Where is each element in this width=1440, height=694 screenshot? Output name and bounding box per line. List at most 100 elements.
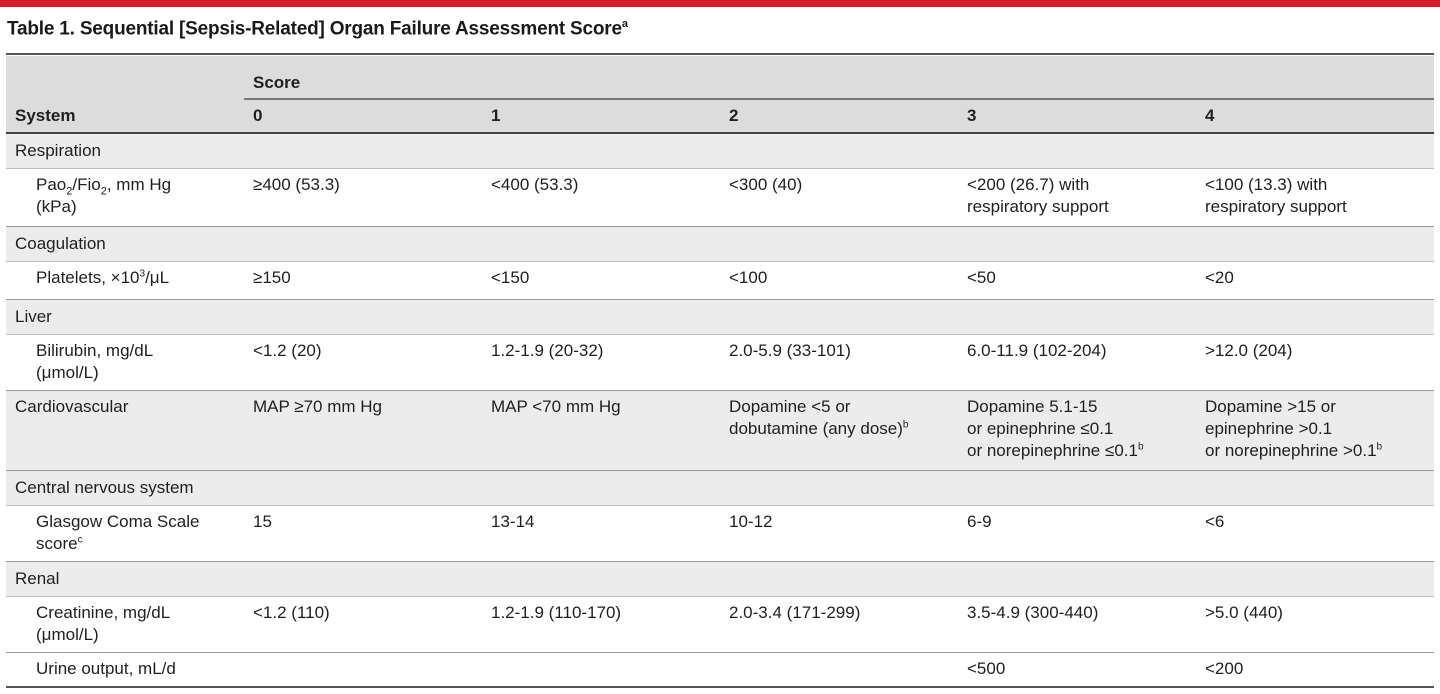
indicator-unit: (μmol/L) (36, 363, 99, 382)
cell-creatinine-score-1: 1.2-1.9 (110-170) (482, 596, 720, 653)
cell-coagulation-score-1: <150 (482, 261, 720, 300)
cell-cardiovascular-score-0: MAP ≥70 mm Hg (244, 390, 482, 471)
system-row-renal: Renal (6, 561, 1434, 597)
cell-coagulation-score-3: <50 (958, 261, 1196, 300)
cell-cardiovascular-score-2: Dopamine <5 or dobutamine (any dose)b (720, 390, 958, 471)
cell-urine-score-0 (244, 652, 482, 688)
indicator-unit: (kPa) (36, 197, 77, 216)
cell-line: respiratory support (967, 197, 1109, 216)
indicator-label-bilirubin: Bilirubin, mg/dL (μmol/L) (6, 334, 244, 391)
system-label-respiration: Respiration (6, 133, 1434, 169)
cell-liver-score-4: >12.0 (204) (1196, 334, 1434, 391)
cell-cns-score-0: 15 (244, 505, 482, 562)
cell-line: or norepinephrine >0.1 (1205, 441, 1377, 460)
table-top-rule (6, 53, 1434, 55)
indicator-row-pao2-fio2: Pao2/Fio2, mm Hg (kPa) ≥400 (53.3) <400 … (6, 168, 1434, 227)
caption-footnote-marker: a (621, 18, 628, 30)
cell-creatinine-score-4: >5.0 (440) (1196, 596, 1434, 653)
indicator-text: Pao (36, 175, 67, 194)
indicator-text: Platelets, ×10 (36, 268, 140, 287)
subscript: 2 (66, 185, 73, 198)
cell-coagulation-score-4: <20 (1196, 261, 1434, 300)
header-blank-cell (6, 56, 244, 99)
cell-line: epinephrine >0.1 (1205, 419, 1333, 438)
cell-cns-score-2: 10-12 (720, 505, 958, 562)
footnote-marker: b (902, 419, 909, 431)
system-label-coagulation: Coagulation (6, 226, 1434, 262)
cell-line: or epinephrine ≤0.1 (967, 419, 1114, 438)
system-label-cns: Central nervous system (6, 470, 1434, 506)
score-group-header: Score (244, 56, 1434, 100)
superscript: 3 (139, 268, 146, 280)
indicator-row-urine-output: Urine output, mL/d <500 <200 (6, 652, 1434, 688)
indicator-text: Bilirubin, mg/dL (36, 341, 154, 360)
cell-line: dobutamine (any dose) (729, 419, 903, 438)
cell-urine-score-1 (482, 652, 720, 688)
indicator-label-gcs: Glasgow Coma Scale scorec (6, 505, 244, 562)
cell-cns-score-3: 6-9 (958, 505, 1196, 562)
sofa-score-table: Score System 0 1 2 3 4 Respiration Pao2/… (6, 56, 1434, 688)
cell-liver-score-2: 2.0-5.9 (33-101) (720, 334, 958, 391)
indicator-label-platelets: Platelets, ×103/μL (6, 261, 244, 300)
indicator-text: , mm Hg (106, 175, 172, 194)
score-column-header-0: 0 (244, 99, 482, 134)
cell-coagulation-score-0: ≥150 (244, 261, 482, 300)
cell-respiration-score-0: ≥400 (53.3) (244, 168, 482, 227)
cell-line: <100 (13.3) with (1205, 175, 1328, 194)
cell-urine-score-3: <500 (958, 652, 1196, 688)
cell-liver-score-0: <1.2 (20) (244, 334, 482, 391)
cell-urine-score-2 (720, 652, 958, 688)
score-column-header-3: 3 (958, 99, 1196, 134)
cell-cardiovascular-score-3: Dopamine 5.1-15 or epinephrine ≤0.1 or n… (958, 390, 1196, 471)
header-row-columns: System 0 1 2 3 4 (6, 99, 1434, 134)
cell-line: <200 (26.7) with (967, 175, 1090, 194)
indicator-label-pao2-fio2: Pao2/Fio2, mm Hg (kPa) (6, 168, 244, 227)
cell-cardiovascular-score-1: MAP <70 mm Hg (482, 390, 720, 471)
table-caption-text: Table 1. Sequential [Sepsis-Related] Org… (7, 18, 622, 40)
system-row-coagulation: Coagulation (6, 226, 1434, 262)
system-label-cardiovascular: Cardiovascular (6, 390, 244, 471)
indicator-text: score (36, 534, 78, 553)
footnote-marker: c (77, 534, 83, 546)
score-column-header-1: 1 (482, 99, 720, 134)
cell-liver-score-3: 6.0-11.9 (102-204) (958, 334, 1196, 391)
system-label-liver: Liver (6, 299, 1434, 335)
cell-cns-score-1: 13-14 (482, 505, 720, 562)
cell-urine-score-4: <200 (1196, 652, 1434, 688)
top-accent-bar (0, 0, 1440, 7)
cell-line: Dopamine >15 or (1205, 397, 1336, 416)
cell-respiration-score-2: <300 (40) (720, 168, 958, 227)
indicator-row-creatinine: Creatinine, mg/dL (μmol/L) <1.2 (110) 1.… (6, 596, 1434, 653)
indicator-text: /μL (145, 268, 170, 287)
indicator-label-urine-output: Urine output, mL/d (6, 652, 244, 688)
cell-cardiovascular-score-4: Dopamine >15 or epinephrine >0.1 or nore… (1196, 390, 1434, 471)
cell-creatinine-score-0: <1.2 (110) (244, 596, 482, 653)
header-row-score: Score (6, 56, 1434, 100)
cell-line: Dopamine 5.1-15 (967, 397, 1098, 416)
cell-coagulation-score-2: <100 (720, 261, 958, 300)
system-label-renal: Renal (6, 561, 1434, 597)
indicator-text: Creatinine, mg/dL (36, 603, 171, 622)
cell-respiration-score-4: <100 (13.3) with respiratory support (1196, 168, 1434, 227)
cell-cns-score-4: <6 (1196, 505, 1434, 562)
indicator-text: Glasgow Coma Scale (36, 512, 200, 531)
indicator-unit: (μmol/L) (36, 625, 99, 644)
score-column-header-2: 2 (720, 99, 958, 134)
cell-creatinine-score-3: 3.5-4.9 (300-440) (958, 596, 1196, 653)
score-column-header-4: 4 (1196, 99, 1434, 134)
system-row-cardiovascular: Cardiovascular MAP ≥70 mm Hg MAP <70 mm … (6, 390, 1434, 471)
cell-line: respiratory support (1205, 197, 1347, 216)
indicator-row-platelets: Platelets, ×103/μL ≥150 <150 <100 <50 <2… (6, 261, 1434, 300)
table-header: Score System 0 1 2 3 4 (6, 56, 1434, 134)
system-row-liver: Liver (6, 299, 1434, 335)
indicator-row-bilirubin: Bilirubin, mg/dL (μmol/L) <1.2 (20) 1.2-… (6, 334, 1434, 391)
system-column-header: System (6, 99, 244, 134)
indicator-text: /Fio (72, 175, 101, 194)
footnote-marker: b (1376, 441, 1383, 453)
cell-line: Dopamine <5 or (729, 397, 851, 416)
system-row-cns: Central nervous system (6, 470, 1434, 506)
subscript: 2 (100, 185, 107, 198)
indicator-label-creatinine: Creatinine, mg/dL (μmol/L) (6, 596, 244, 653)
cell-liver-score-1: 1.2-1.9 (20-32) (482, 334, 720, 391)
indicator-row-gcs: Glasgow Coma Scale scorec 15 13-14 10-12… (6, 505, 1434, 562)
